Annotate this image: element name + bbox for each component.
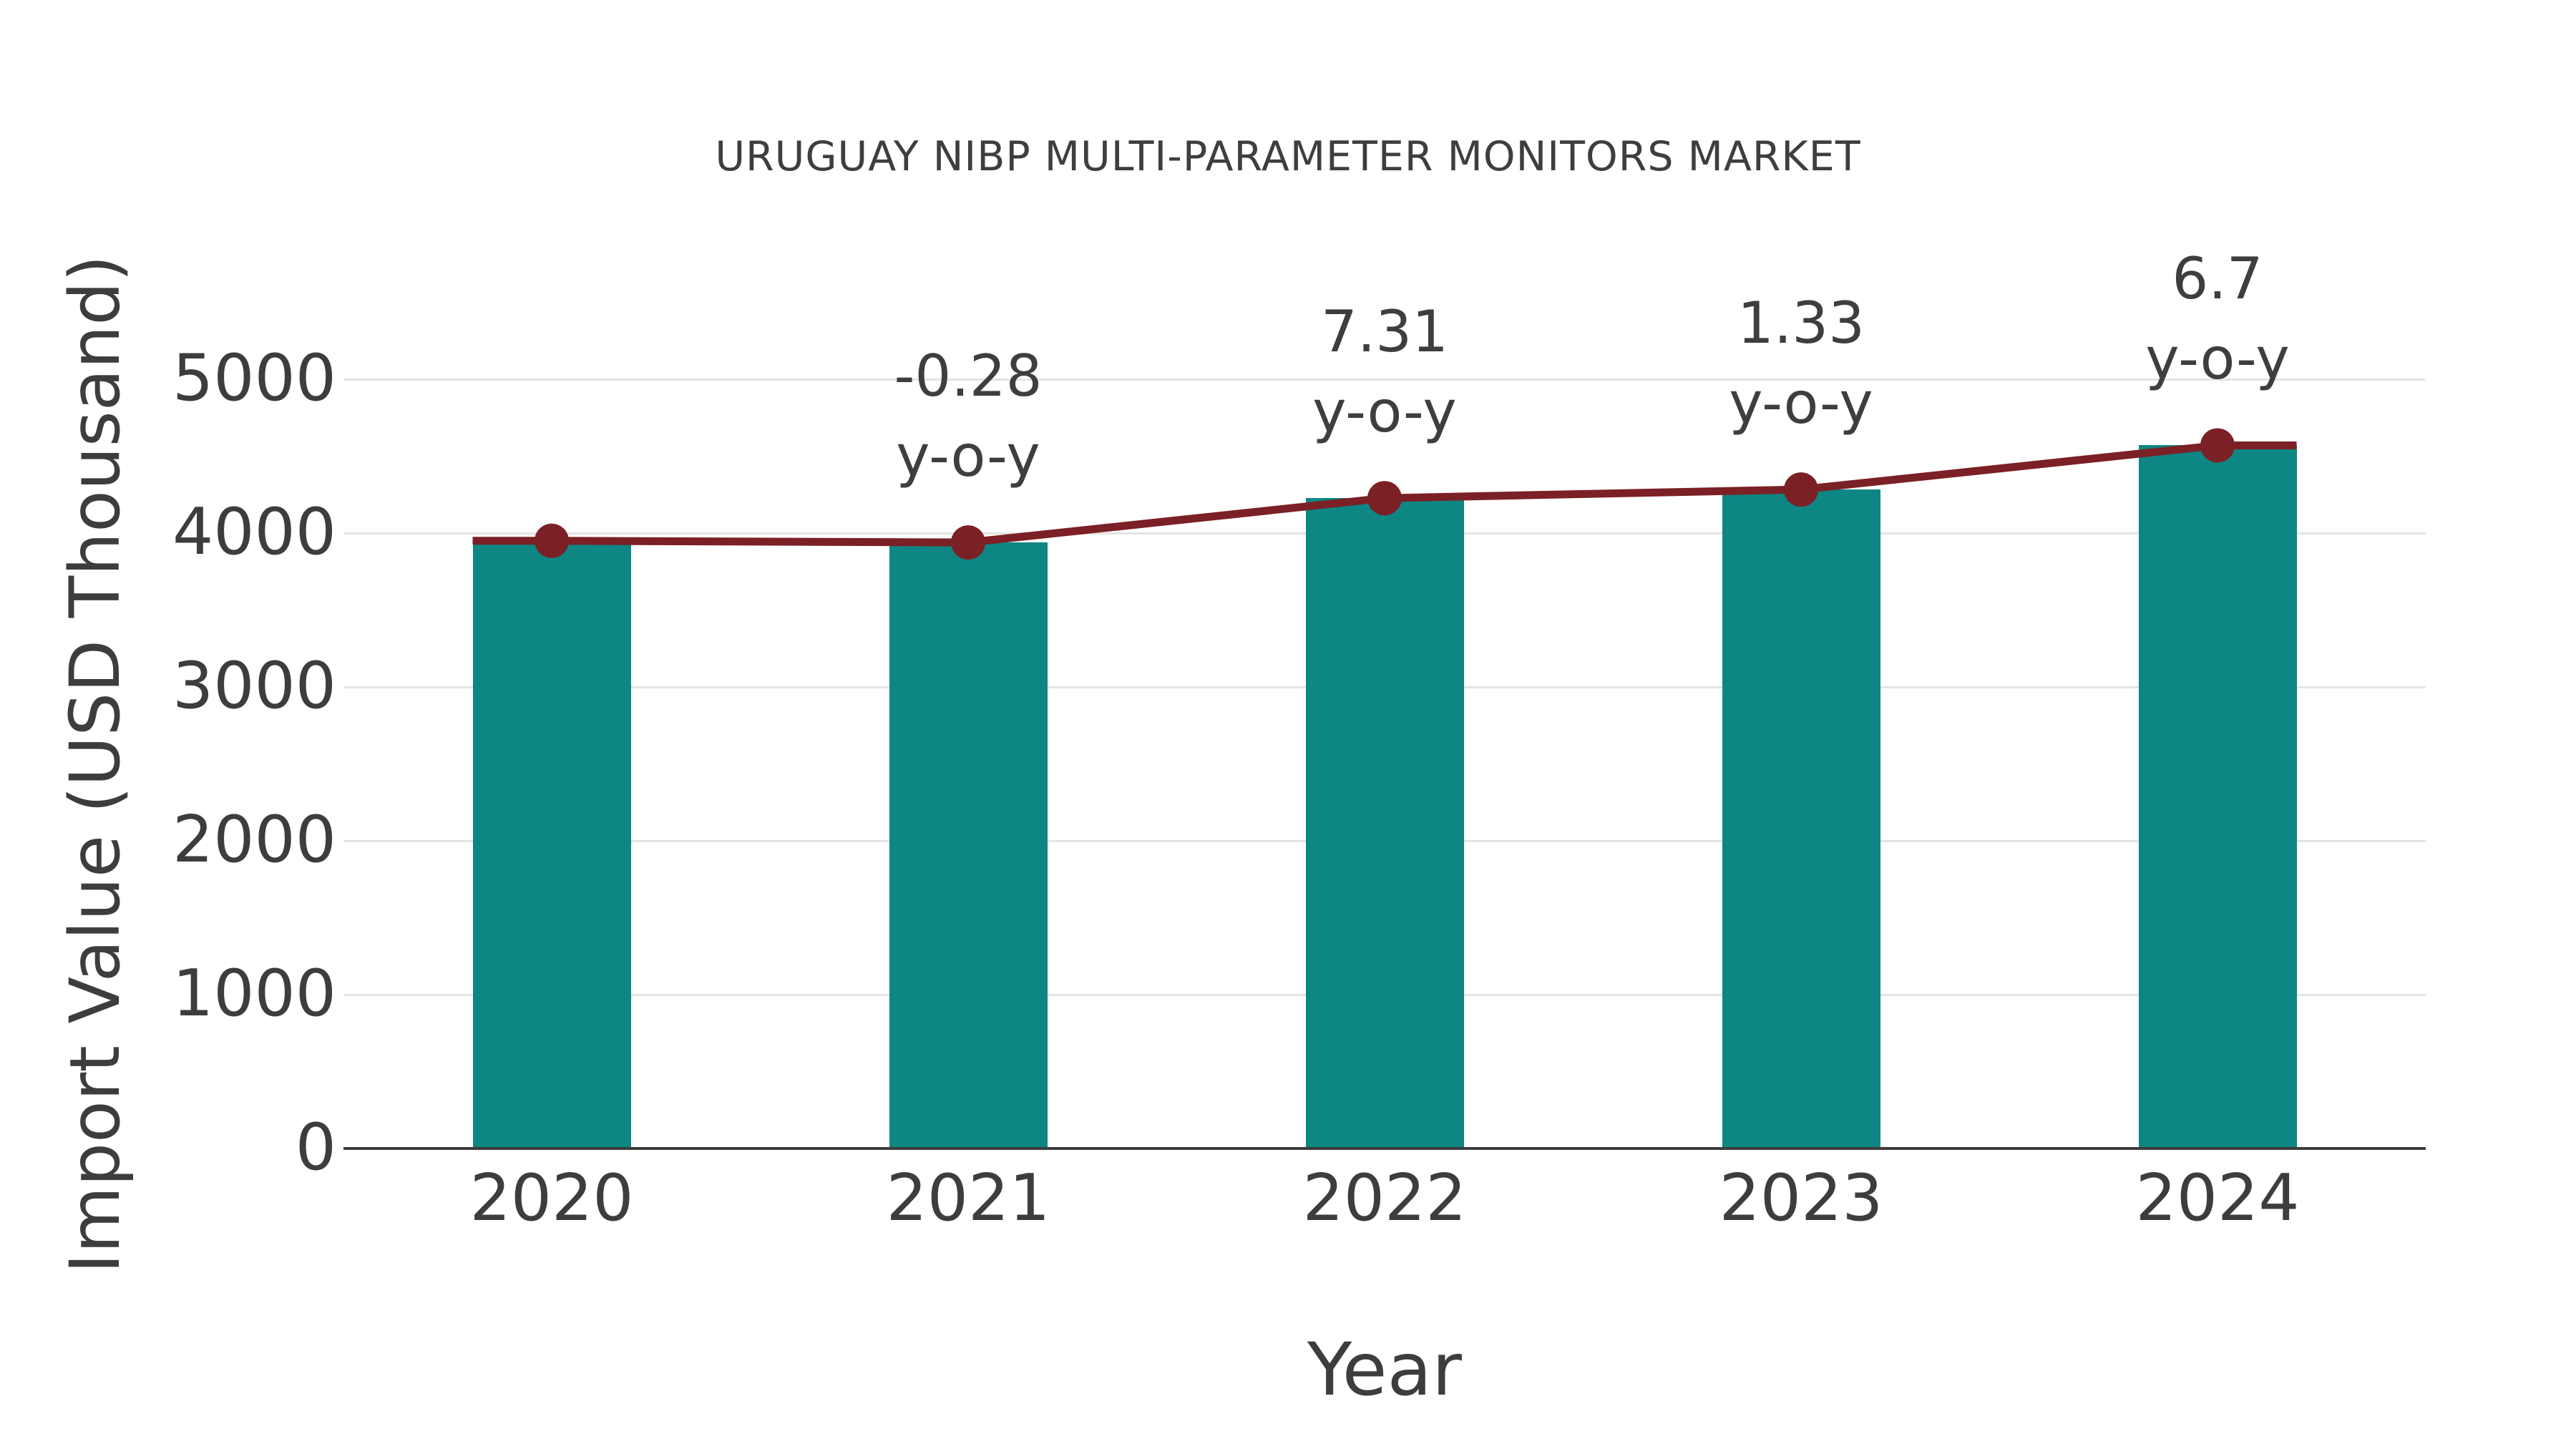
y-tick-0: 0: [295, 1110, 336, 1185]
bar-2020: [472, 540, 631, 1147]
marker-2024: [2200, 428, 2235, 463]
marker-2021: [951, 525, 985, 560]
yoy-annotation-2022: 7.31 y-o-y: [1312, 298, 1457, 446]
x-tick-2020: 2020: [469, 1161, 634, 1236]
yoy-annotation-2021: -0.28 y-o-y: [894, 343, 1043, 490]
y-tick-5000: 5000: [172, 341, 336, 416]
x-tick-2022: 2022: [1302, 1161, 1467, 1236]
y-tick-4000: 4000: [172, 494, 336, 570]
marker-2023: [1784, 472, 1818, 507]
bar-2023: [1722, 489, 1880, 1147]
yoy-annotation-2024: 6.7 y-o-y: [2145, 245, 2290, 393]
y-tick-1000: 1000: [172, 956, 336, 1031]
gridline-5000: [343, 379, 2426, 381]
y-tick-2000: 2000: [172, 802, 336, 877]
bar-2021: [889, 542, 1048, 1147]
bar-2022: [1305, 498, 1464, 1147]
x-tick-2023: 2023: [1719, 1161, 1883, 1236]
x-tick-2024: 2024: [2135, 1161, 2300, 1236]
marker-2022: [1367, 481, 1402, 516]
y-tick-3000: 3000: [172, 648, 336, 723]
marker-2020: [535, 523, 569, 558]
chart-title: URUGUAY NIBP MULTI-PARAMETER MONITORS MA…: [715, 133, 1861, 180]
x-tick-2021: 2021: [886, 1161, 1050, 1236]
x-axis-line: [343, 1147, 2426, 1150]
yoy-annotation-2023: 1.33 y-o-y: [1729, 290, 1873, 437]
bar-2024: [2138, 445, 2297, 1147]
x-axis-label: Year: [1307, 1327, 1462, 1413]
